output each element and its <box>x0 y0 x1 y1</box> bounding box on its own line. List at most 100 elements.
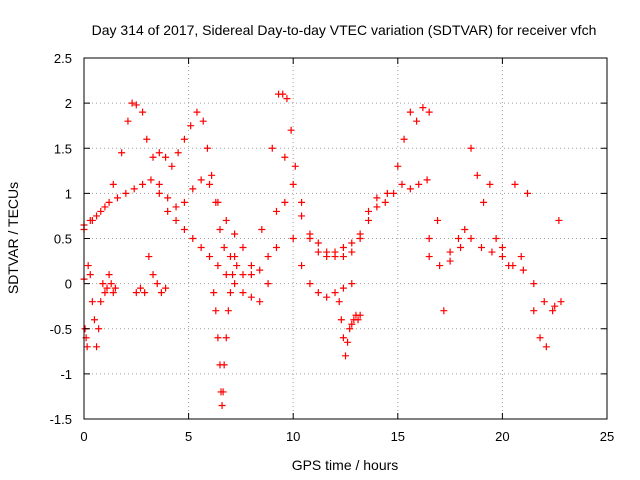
data-point <box>231 230 239 238</box>
data-point <box>149 153 157 161</box>
data-point <box>511 180 519 188</box>
data-point <box>281 153 289 161</box>
y-axis-label: SDTVAR / TECUs <box>5 182 21 294</box>
y-tick-label: 1 <box>65 186 72 201</box>
data-point <box>132 101 140 109</box>
data-point <box>283 95 291 103</box>
y-tick-label: -0.5 <box>50 322 72 337</box>
data-point <box>298 198 306 206</box>
data-point <box>206 180 214 188</box>
data-point <box>162 284 170 292</box>
data-point <box>174 149 182 157</box>
x-tick-label: 5 <box>185 429 192 444</box>
data-point <box>524 189 532 197</box>
data-point <box>222 334 230 342</box>
series-middle-track <box>80 153 431 274</box>
data-point <box>394 162 402 170</box>
data-point <box>339 284 347 292</box>
data-point <box>147 176 155 184</box>
data-point <box>434 216 442 224</box>
data-point <box>214 262 222 270</box>
data-point <box>197 176 205 184</box>
data-point <box>346 325 354 333</box>
x-tick-label: 15 <box>391 429 405 444</box>
data-point <box>298 212 306 220</box>
x-tick-label: 10 <box>286 429 300 444</box>
data-point <box>446 257 454 265</box>
data-point <box>440 307 448 315</box>
data-point <box>95 325 103 333</box>
data-point <box>331 289 339 297</box>
data-point <box>101 203 109 211</box>
data-point <box>557 298 565 306</box>
data-point <box>139 108 147 116</box>
data-point <box>272 207 280 215</box>
data-point <box>498 253 506 261</box>
data-point <box>90 316 98 324</box>
data-point <box>339 244 347 252</box>
data-point <box>220 361 228 369</box>
data-point <box>155 189 163 197</box>
data-point <box>86 271 94 279</box>
data-point <box>406 185 414 193</box>
data-point <box>457 244 465 252</box>
data-point <box>256 298 264 306</box>
data-point <box>306 230 314 238</box>
data-point <box>268 144 276 152</box>
x-axis-label: GPS time / hours <box>292 457 399 473</box>
data-point <box>348 280 356 288</box>
data-point <box>199 117 207 125</box>
data-point <box>109 289 117 297</box>
data-point <box>101 289 109 297</box>
series-early-scatter <box>80 262 119 351</box>
x-tick-label: 25 <box>600 429 614 444</box>
data-point <box>216 225 224 233</box>
data-point <box>247 271 255 279</box>
data-point <box>84 262 92 270</box>
data-point <box>231 253 239 261</box>
data-point <box>348 248 356 256</box>
data-point <box>461 225 469 233</box>
data-point <box>373 194 381 202</box>
data-point <box>155 180 163 188</box>
data-point <box>536 334 544 342</box>
data-point <box>164 207 172 215</box>
data-point <box>323 248 331 256</box>
data-point <box>354 316 362 324</box>
data-point <box>373 203 381 211</box>
data-point <box>172 203 180 211</box>
data-point <box>281 198 289 206</box>
y-tick-labels: -1.5 -1 -0.5 0 0.5 1 1.5 2 2.5 <box>50 51 72 427</box>
data-point <box>348 320 356 328</box>
data-point <box>436 262 444 270</box>
data-point <box>212 307 220 315</box>
data-point <box>197 244 205 252</box>
data-point <box>390 189 398 197</box>
data-point <box>383 189 391 197</box>
data-point <box>314 239 322 247</box>
axis-ticks <box>83 57 608 420</box>
data-point <box>132 289 140 297</box>
data-point <box>509 262 517 270</box>
data-point <box>187 122 195 130</box>
data-point <box>446 248 454 256</box>
data-point <box>339 253 347 261</box>
data-point <box>109 180 117 188</box>
data-point <box>247 262 255 270</box>
data-point <box>136 284 144 292</box>
data-point <box>323 293 331 301</box>
data-point <box>291 162 299 170</box>
data-point <box>153 280 161 288</box>
data-point <box>287 126 295 134</box>
data-point <box>128 99 136 107</box>
y-tick-label: 0 <box>65 277 72 292</box>
data-point <box>289 180 297 188</box>
data-point <box>224 307 232 315</box>
data-point <box>180 135 188 143</box>
data-point <box>157 289 165 297</box>
data-point <box>335 298 343 306</box>
data-point <box>222 271 230 279</box>
data-point <box>356 311 364 319</box>
data-point <box>189 235 197 242</box>
data-point <box>365 207 373 215</box>
